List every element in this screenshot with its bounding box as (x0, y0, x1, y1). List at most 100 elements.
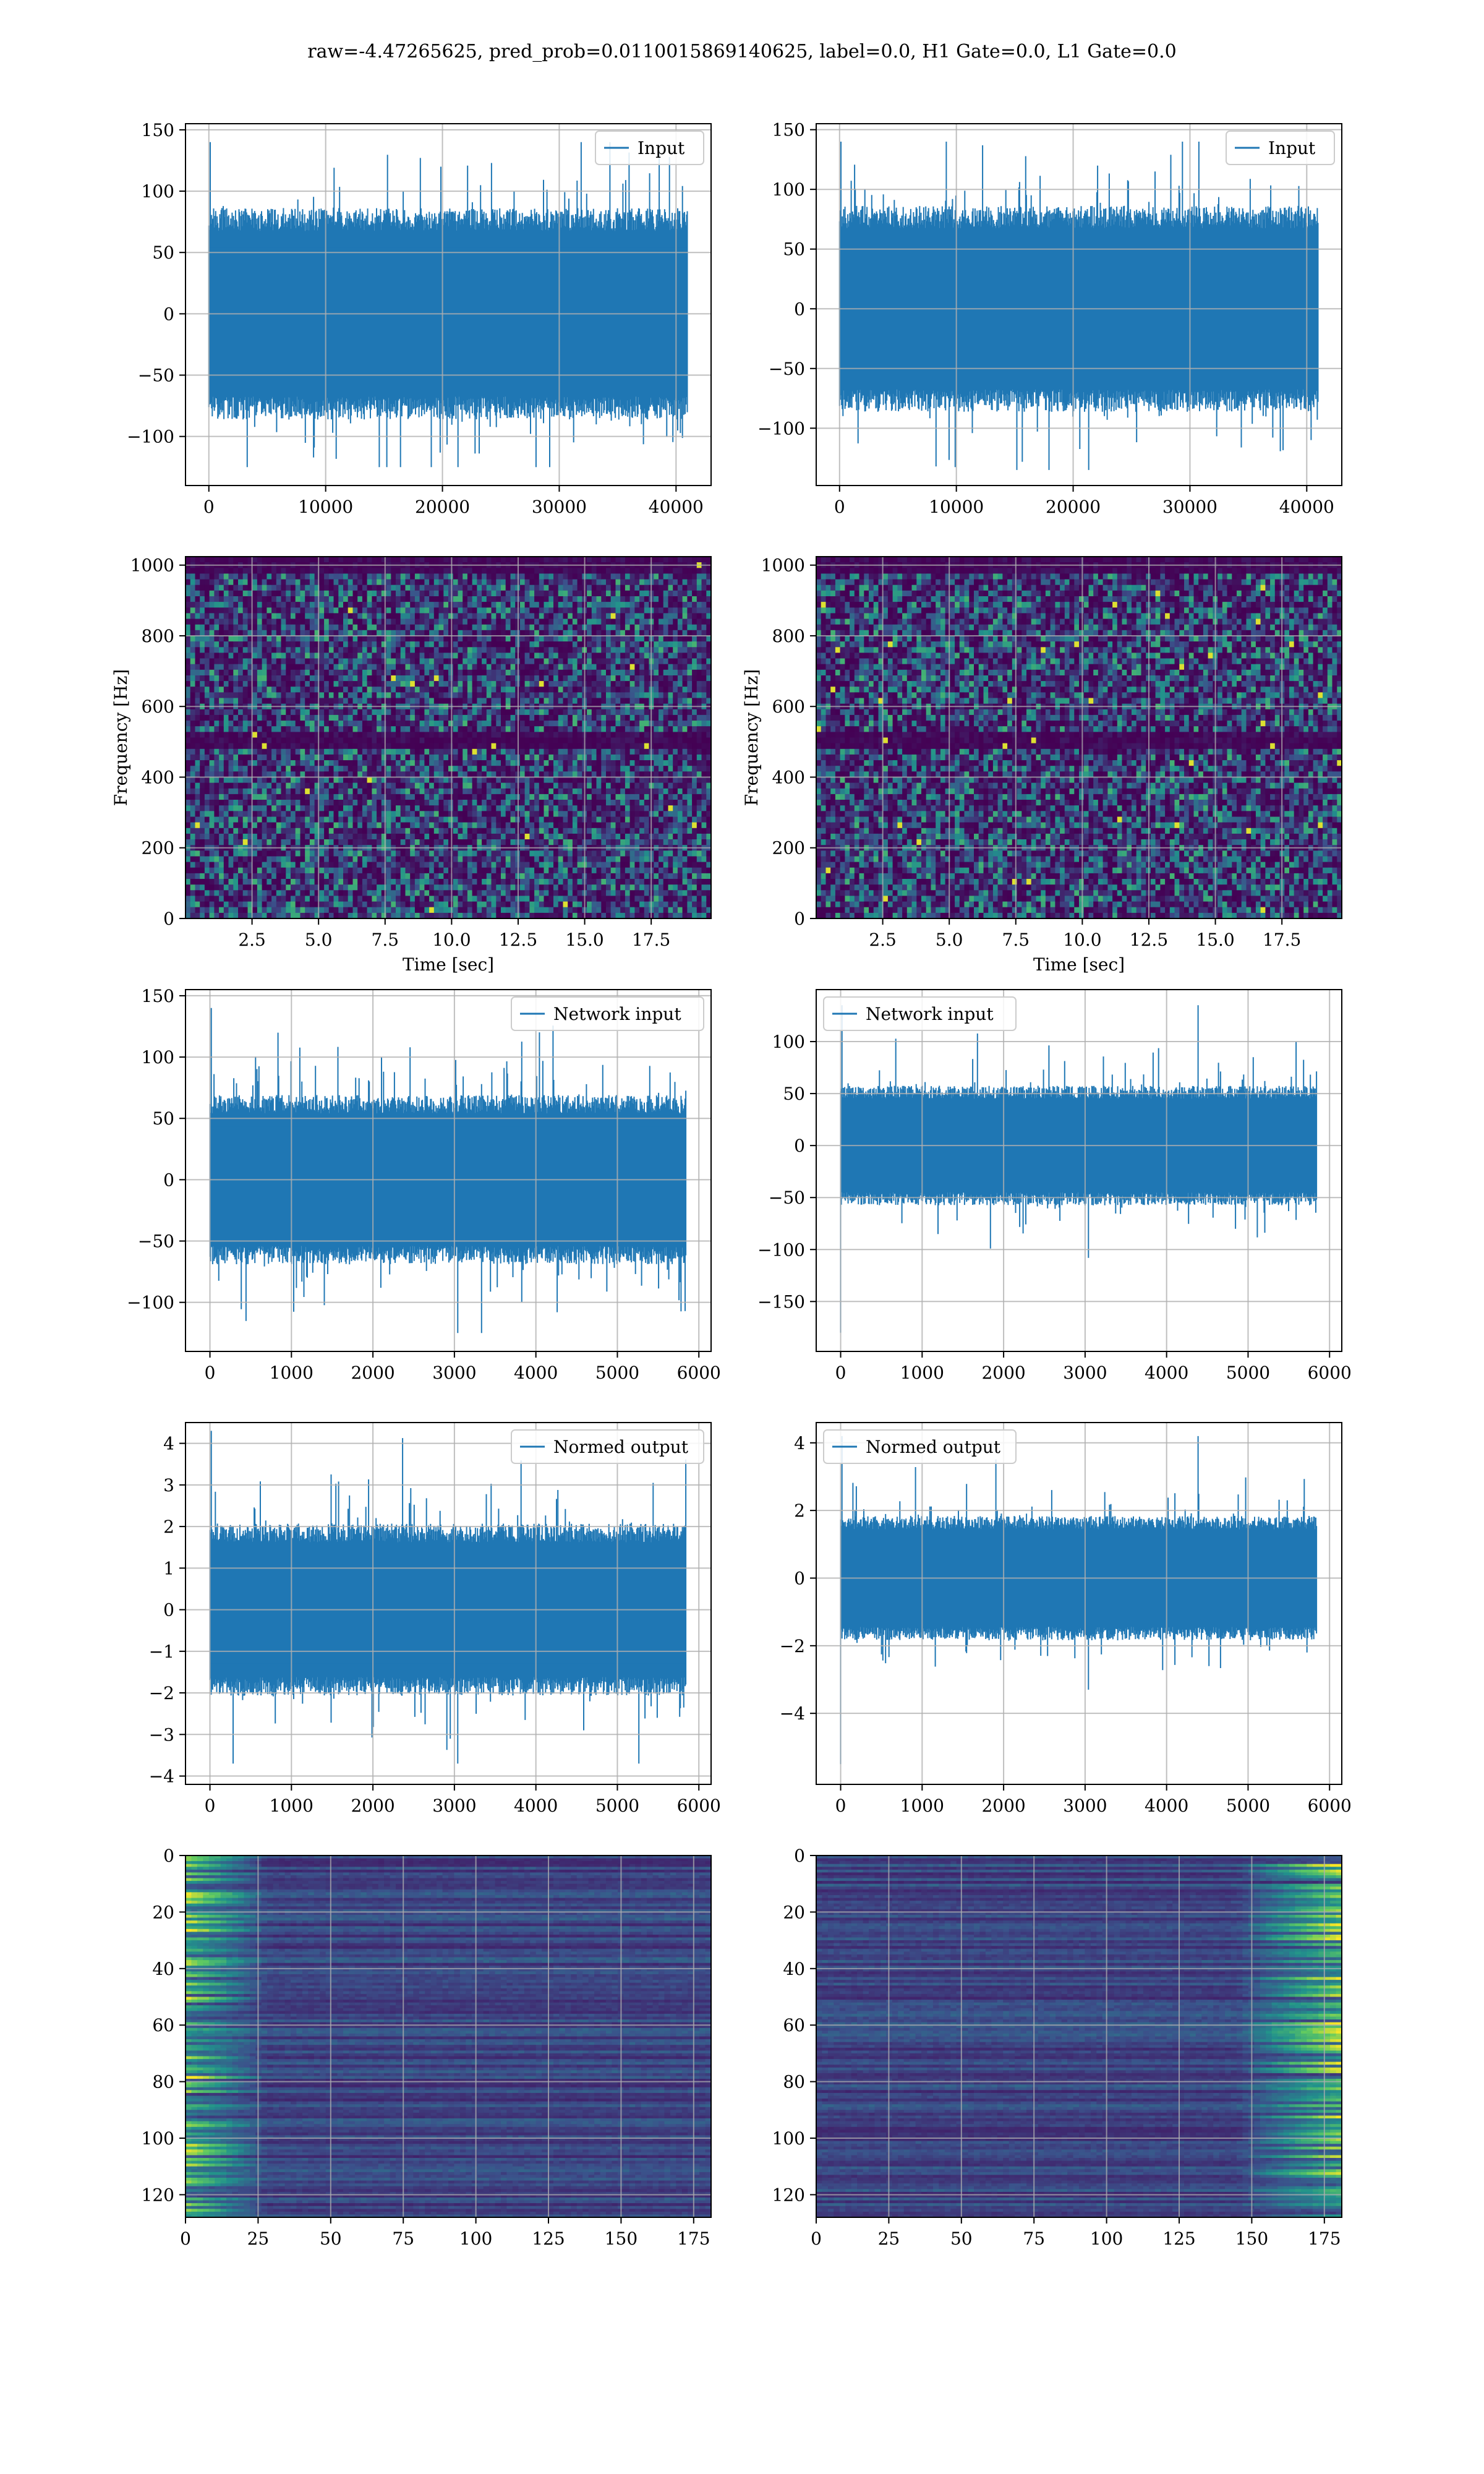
heatmap-cell (539, 794, 545, 800)
heatmap-cell (501, 901, 506, 908)
heatmap-cell (291, 896, 296, 902)
heatmap-cell (343, 653, 349, 659)
heatmap-cell (223, 726, 229, 732)
heatmap-cell (391, 884, 396, 891)
heatmap-cell (529, 833, 535, 840)
heatmap-cell (343, 816, 349, 823)
heatmap-cell (501, 698, 506, 704)
heatmap-cell (463, 777, 468, 784)
heatmap-cell (348, 839, 353, 845)
heatmap-cell (386, 647, 391, 653)
heatmap-cell (501, 721, 506, 727)
y-tick-label: −100 (127, 427, 174, 447)
heatmap-cell (233, 602, 239, 608)
heatmap-cell (233, 618, 239, 625)
heatmap-cell (195, 630, 200, 636)
heatmap-cell (386, 805, 391, 811)
heatmap-cell (438, 907, 444, 914)
heatmap-cell (204, 737, 210, 744)
heatmap-cell (372, 675, 377, 682)
heatmap-cell (195, 721, 200, 727)
heatmap-cell (357, 692, 363, 699)
heatmap-cell (377, 692, 382, 699)
y-tick-label: 50 (152, 242, 174, 263)
heatmap-cell (548, 641, 554, 648)
heatmap-cell (496, 822, 501, 829)
heatmap-cell (414, 833, 420, 840)
heatmap-cell (228, 641, 234, 648)
heatmap-cell (529, 624, 535, 631)
heatmap-cell (405, 579, 411, 586)
heatmap-cell (338, 579, 344, 586)
heatmap-cell (252, 862, 258, 868)
heatmap-cell (267, 839, 272, 845)
heatmap-cell (233, 653, 239, 659)
heatmap-cell (477, 805, 482, 811)
heatmap-cell (386, 822, 391, 829)
heatmap-cell (233, 714, 239, 721)
heatmap-cell (458, 669, 463, 676)
heatmap-cell (305, 873, 310, 880)
heatmap-cell (519, 811, 526, 817)
heatmap-cell (200, 732, 205, 738)
heatmap-cell (219, 647, 224, 653)
heatmap-cell (534, 584, 540, 591)
heatmap-cell (505, 630, 511, 636)
heatmap-cell (405, 867, 411, 874)
heatmap-cell (238, 760, 244, 766)
heatmap-cell (291, 681, 296, 687)
heatmap-cell (381, 754, 387, 761)
heatmap-cell (458, 794, 463, 800)
heatmap-cell (271, 714, 277, 721)
heatmap-cell (247, 794, 253, 800)
heatmap-cell (534, 579, 540, 586)
heatmap-cell (281, 647, 286, 653)
heatmap-cell (519, 630, 526, 636)
heatmap-cell (367, 884, 372, 891)
heatmap-cell (223, 748, 229, 755)
heatmap-cell (305, 647, 310, 653)
heatmap-cell (396, 788, 401, 795)
heatmap-cell (257, 630, 263, 636)
heatmap-cell (477, 647, 482, 653)
heatmap-cell (242, 890, 248, 896)
heatmap-cell (534, 867, 540, 874)
heatmap-cell (214, 669, 220, 676)
heatmap-cell (305, 754, 310, 761)
heatmap-cell (496, 669, 501, 676)
heatmap-cell (209, 613, 215, 620)
heatmap-cell (319, 794, 325, 800)
heatmap-cell (305, 714, 310, 721)
heatmap-cell (367, 901, 372, 908)
heatmap-cell (410, 573, 416, 580)
heatmap-cell (328, 579, 335, 586)
heatmap-cell (295, 782, 301, 789)
heatmap-cell (357, 862, 363, 868)
heatmap-cell (343, 573, 349, 580)
heatmap-cell (257, 873, 263, 880)
heatmap-cell (309, 675, 315, 682)
heatmap-cell (242, 754, 248, 761)
heatmap-cell (501, 636, 506, 642)
heatmap-cell (291, 675, 296, 682)
heatmap-cell (548, 602, 554, 608)
heatmap-cell (300, 709, 305, 716)
heatmap-cell (338, 828, 344, 834)
heatmap-cell (186, 754, 191, 761)
heatmap-cell (190, 602, 195, 608)
heatmap-cell (214, 777, 220, 784)
heatmap-cell (400, 641, 406, 648)
heatmap-cell (501, 653, 506, 659)
heatmap-cell (252, 698, 258, 704)
heatmap-cell (472, 737, 477, 744)
heatmap-cell (228, 613, 234, 620)
heatmap-cell (519, 669, 526, 676)
heatmap-cell (377, 850, 382, 857)
heatmap-cell (362, 766, 368, 772)
heatmap-cell (314, 737, 320, 744)
heatmap-cell (262, 596, 267, 602)
heatmap-cell (262, 641, 267, 648)
heatmap-cell (252, 839, 258, 845)
heatmap-cell (491, 721, 497, 727)
heatmap-cell (424, 653, 430, 659)
